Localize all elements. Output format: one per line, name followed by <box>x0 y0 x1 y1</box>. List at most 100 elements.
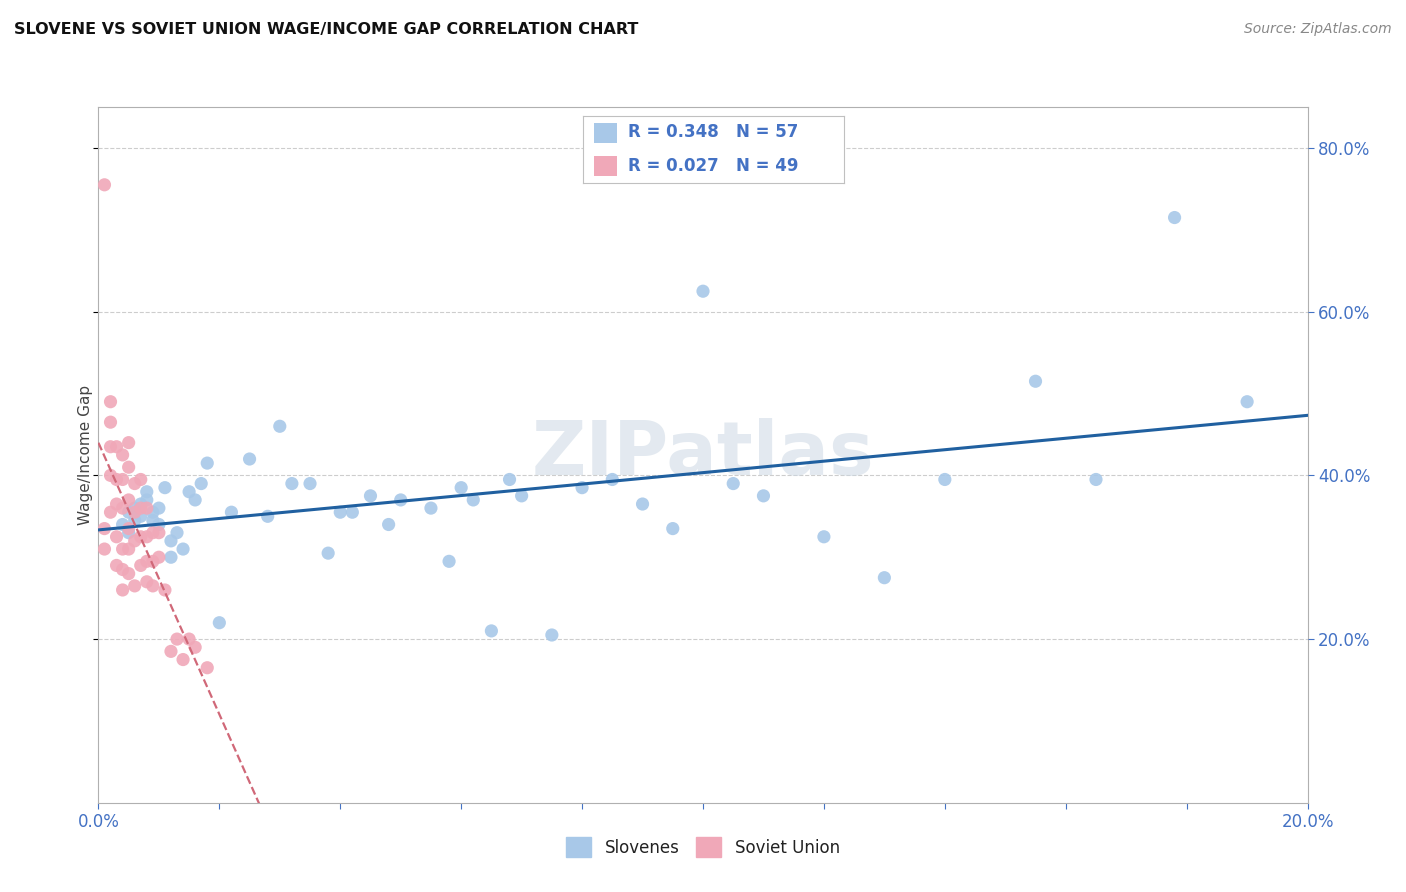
Point <box>148 525 170 540</box>
Point <box>111 517 134 532</box>
Point <box>934 473 956 487</box>
Point <box>105 473 128 487</box>
Point <box>118 522 141 536</box>
Point <box>1024 374 1046 388</box>
Point <box>124 505 146 519</box>
Point <box>269 419 291 434</box>
Text: ZIPatlas: ZIPatlas <box>531 418 875 491</box>
Point <box>184 492 207 507</box>
Point <box>752 489 775 503</box>
Point <box>100 468 122 483</box>
Point <box>129 509 152 524</box>
Point <box>111 473 134 487</box>
Text: Source: ZipAtlas.com: Source: ZipAtlas.com <box>1244 22 1392 37</box>
Point <box>129 497 152 511</box>
Point <box>377 517 399 532</box>
Point <box>873 571 896 585</box>
Point <box>124 476 146 491</box>
Point <box>124 533 146 548</box>
Point <box>118 566 141 581</box>
Point <box>450 481 472 495</box>
Point <box>105 497 128 511</box>
Point <box>129 473 152 487</box>
Point <box>166 632 188 646</box>
Point <box>256 509 278 524</box>
Point <box>129 558 152 573</box>
Text: SLOVENE VS SOVIET UNION WAGE/INCOME GAP CORRELATION CHART: SLOVENE VS SOVIET UNION WAGE/INCOME GAP … <box>14 22 638 37</box>
Point <box>135 530 157 544</box>
Y-axis label: Wage/Income Gap: Wage/Income Gap <box>77 384 93 525</box>
Point <box>571 481 593 495</box>
Point <box>540 628 562 642</box>
Point <box>105 558 128 573</box>
Point <box>129 530 152 544</box>
Point <box>166 525 188 540</box>
Point <box>142 554 165 568</box>
Point <box>153 582 176 597</box>
Point <box>1236 394 1258 409</box>
Point <box>142 505 165 519</box>
Point <box>498 473 520 487</box>
Point <box>100 505 122 519</box>
Legend: Slovenes, Soviet Union: Slovenes, Soviet Union <box>560 830 846 864</box>
Point <box>118 435 141 450</box>
Point <box>208 615 231 630</box>
Point <box>135 501 157 516</box>
Point <box>420 501 443 516</box>
Point <box>111 582 134 597</box>
Point <box>437 554 460 568</box>
Bar <box>593 156 617 177</box>
Point <box>135 484 157 499</box>
Point <box>111 542 134 557</box>
Point <box>118 505 141 519</box>
Point <box>124 513 146 527</box>
Point <box>160 550 183 565</box>
Point <box>100 440 122 454</box>
Point <box>190 476 212 491</box>
Point <box>299 476 322 491</box>
Point <box>510 489 533 503</box>
Point <box>463 492 485 507</box>
Point <box>105 530 128 544</box>
Point <box>179 632 201 646</box>
Point <box>142 525 165 540</box>
Point <box>184 640 207 655</box>
Point <box>93 542 115 557</box>
Point <box>100 394 122 409</box>
Point <box>118 492 141 507</box>
Text: R = 0.348   N = 57: R = 0.348 N = 57 <box>627 123 799 141</box>
Point <box>481 624 503 638</box>
Point <box>142 513 165 527</box>
Point <box>692 284 714 298</box>
Point <box>153 481 176 495</box>
Point <box>239 452 262 467</box>
Point <box>631 497 654 511</box>
Point <box>662 522 685 536</box>
Point <box>111 562 134 576</box>
Point <box>160 533 183 548</box>
Point <box>813 530 835 544</box>
Bar <box>593 123 617 143</box>
Point <box>389 492 412 507</box>
Point <box>93 178 115 192</box>
Point <box>129 501 152 516</box>
Point <box>723 476 745 491</box>
Point <box>329 505 352 519</box>
Point <box>148 517 170 532</box>
Point <box>195 456 218 470</box>
Point <box>360 489 382 503</box>
Point <box>172 652 194 666</box>
Point <box>118 525 141 540</box>
Point <box>281 476 304 491</box>
Point <box>93 522 115 536</box>
Point <box>1163 211 1185 225</box>
Point <box>142 579 165 593</box>
Point <box>105 440 128 454</box>
Point <box>118 542 141 557</box>
Point <box>148 550 170 565</box>
Point <box>221 505 243 519</box>
Point <box>148 501 170 516</box>
Point <box>135 492 157 507</box>
Point <box>160 644 183 658</box>
Point <box>135 574 157 589</box>
